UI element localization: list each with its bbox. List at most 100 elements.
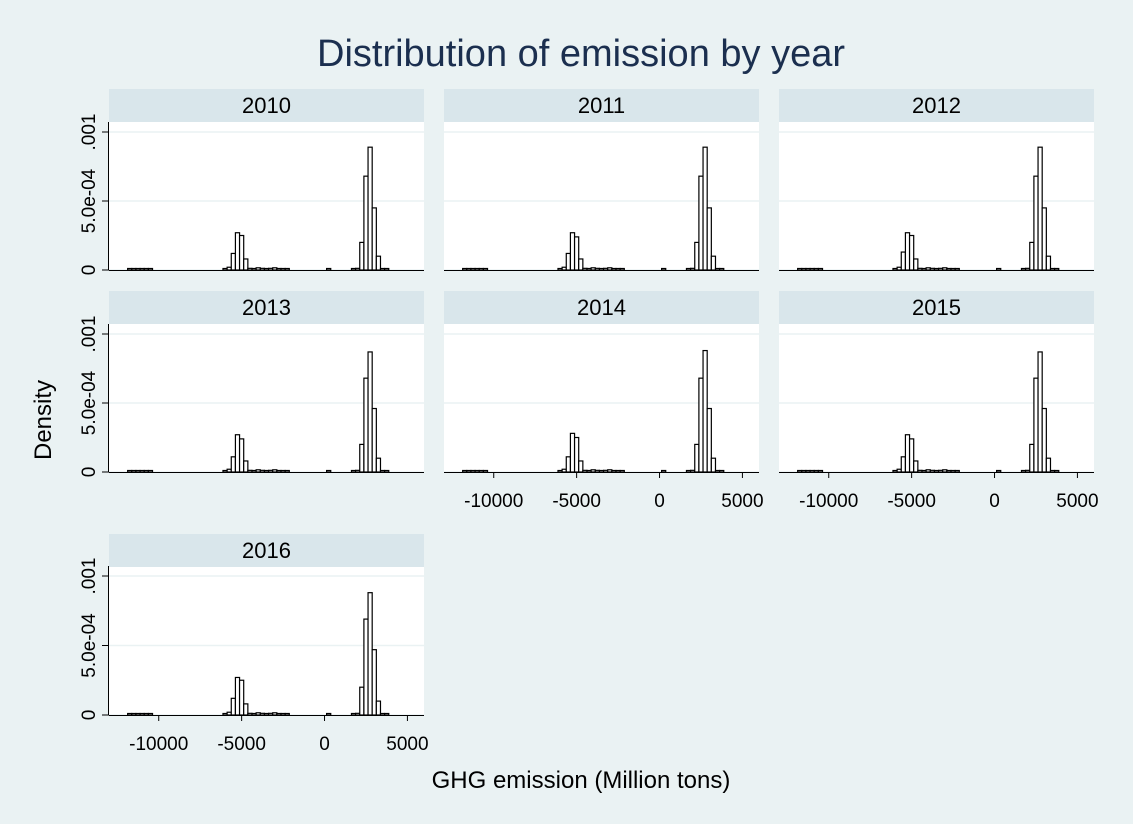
- histogram-bar: [284, 712, 290, 716]
- histogram-bar: [706, 207, 712, 271]
- y-tick-label: 5.0e-04: [79, 613, 100, 678]
- histogram-bar: [226, 711, 232, 716]
- histogram-bar: [135, 267, 141, 271]
- histogram-bar: [272, 469, 278, 473]
- histogram-bar: [1049, 469, 1056, 473]
- histogram-bar: [904, 434, 911, 473]
- histogram-bar: [371, 407, 377, 473]
- histogram-bar: [234, 232, 241, 271]
- histogram-bar: [1037, 146, 1043, 271]
- histogram-bar: [363, 175, 369, 271]
- histogram-bar: [267, 469, 274, 473]
- histogram-bar: [139, 712, 145, 716]
- panel-2013: 2013 0 5.0e-04 .001: [79, 291, 424, 477]
- histogram-bar: [569, 432, 576, 473]
- histogram-bar: [384, 712, 390, 716]
- histogram-bar: [1020, 267, 1027, 271]
- histogram-bar: [276, 712, 282, 716]
- histogram-bar: [482, 267, 489, 271]
- histogram-bar: [611, 469, 617, 473]
- histogram-bar: [817, 267, 824, 271]
- histogram-bar: [259, 469, 266, 473]
- histogram-bar: [247, 469, 253, 473]
- histogram-bar: [243, 703, 249, 716]
- histogram-bar: [1025, 469, 1031, 473]
- histogram-bar: [267, 267, 274, 271]
- histogram-bar: [594, 267, 601, 271]
- histogram-bar: [247, 267, 253, 271]
- histogram-bar: [946, 267, 952, 271]
- histogram-bar: [929, 469, 936, 473]
- y-tick-label: 5.0e-04: [79, 370, 100, 435]
- y-tick-label: .001: [79, 114, 100, 151]
- histogram-bar: [801, 469, 807, 473]
- histogram-bar: [238, 679, 245, 716]
- histogram-bar: [937, 469, 944, 473]
- histogram-bar: [375, 255, 382, 271]
- histogram-bar: [1025, 267, 1031, 271]
- histogram-bar: [917, 267, 923, 271]
- histogram-bar: [694, 241, 700, 271]
- panel-2010: 2010 0 5.0e-04 .001: [79, 89, 424, 275]
- histogram-bar: [602, 469, 609, 473]
- histogram-bar: [230, 697, 237, 716]
- histogram-bar: [698, 175, 704, 271]
- histogram-bar: [359, 443, 365, 473]
- histogram-bar: [367, 351, 373, 473]
- histogram-bar: [685, 267, 692, 271]
- histogram-bar: [243, 258, 249, 271]
- histogram-bar: [569, 232, 576, 271]
- histogram-bar: [582, 469, 588, 473]
- histogram-bar: [131, 469, 137, 473]
- histogram-bar: [272, 267, 278, 271]
- histogram-bar: [234, 434, 241, 473]
- histogram-bar: [995, 469, 1002, 473]
- histogram-bar: [135, 469, 141, 473]
- histogram-bar: [276, 469, 282, 473]
- histogram-bar: [230, 252, 237, 271]
- histogram-bar: [933, 469, 940, 473]
- panel-2014: 2014 -10000 -5000 0 5000: [444, 291, 764, 512]
- histogram-bar: [904, 232, 911, 271]
- histogram-bar: [263, 469, 270, 473]
- histogram-bar: [995, 267, 1002, 271]
- histogram-bar: [908, 234, 915, 271]
- histogram-bar: [615, 267, 621, 271]
- histogram-bar: [813, 469, 819, 473]
- histogram-bar: [933, 267, 940, 271]
- histogram-bar: [470, 267, 476, 271]
- histogram-bar: [578, 258, 584, 271]
- histogram-bar: [598, 267, 605, 271]
- histogram-bar: [900, 456, 907, 473]
- histogram-bar: [1041, 207, 1047, 271]
- histogram-bar: [251, 267, 257, 271]
- histogram-bar: [619, 469, 625, 473]
- histogram-bar: [350, 469, 357, 473]
- histogram-bar: [234, 676, 241, 716]
- histogram-bar: [900, 251, 907, 271]
- x-tick-label: 0: [989, 491, 1000, 512]
- histogram-bar: [586, 267, 592, 271]
- histogram-bar: [1033, 175, 1039, 271]
- histogram-bar: [325, 712, 332, 716]
- histogram-bar: [908, 438, 915, 473]
- panel-strip-label: 2010: [242, 93, 291, 118]
- histogram-bar: [267, 712, 274, 716]
- histogram-bar: [660, 267, 667, 271]
- histogram-bar: [147, 267, 154, 271]
- histogram-bar: [573, 236, 580, 271]
- panel-strip-label: 2014: [577, 295, 626, 320]
- histogram-bar: [719, 267, 725, 271]
- histogram-bar: [359, 241, 365, 271]
- x-axis-title: GHG emission (Million tons): [432, 767, 731, 794]
- panel-strip-label: 2011: [578, 93, 625, 118]
- histogram-bar: [557, 469, 563, 473]
- histogram-bar: [226, 468, 232, 473]
- histogram-bar: [127, 267, 133, 271]
- histogram-bar: [896, 266, 902, 271]
- histogram-bar: [557, 267, 563, 271]
- histogram-bar: [946, 469, 952, 473]
- histogram-bar: [263, 267, 270, 271]
- histogram-bar: [462, 267, 468, 271]
- y-axis-title: Density: [30, 380, 57, 460]
